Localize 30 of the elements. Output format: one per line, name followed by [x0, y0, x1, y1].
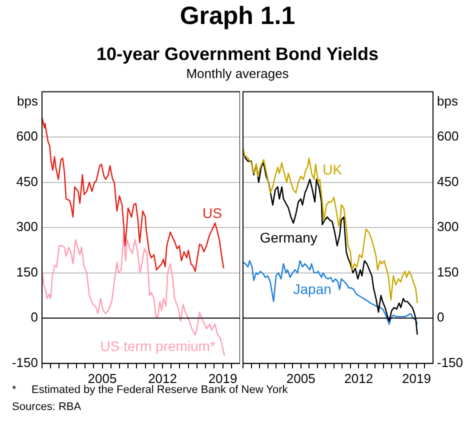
x-tick-label: 2019 — [402, 370, 431, 386]
y-tick-label: 150 — [437, 264, 459, 280]
chart-subtitle: 10-year Government Bond Yields — [95, 44, 380, 65]
y-tick-label: 450 — [437, 174, 459, 189]
series-label: UK — [322, 161, 343, 178]
series-label: US term premium* — [100, 338, 216, 354]
y-tick-label: 600 — [437, 128, 459, 144]
x-tick-label: 2005 — [88, 370, 117, 386]
x-tick-label: 2012 — [344, 370, 374, 386]
series-label: Germany — [260, 229, 318, 246]
x-tick-label: 2012 — [148, 370, 177, 386]
y-tick-label: -150 — [12, 354, 38, 370]
y-tick-label: 0 — [30, 310, 38, 325]
source-note: Sources: RBA — [12, 400, 82, 415]
text: Monthly averages — [185, 66, 290, 81]
y-tick-label: 300 — [16, 219, 38, 234]
y-tick-label: 300 — [437, 219, 459, 234]
y-tick-label: 150 — [16, 264, 38, 280]
chart-title: Graph 1.1 — [178, 2, 296, 31]
text: * Estimated by the Federal Reserve Bank of New York — [12, 384, 288, 398]
x-tick-label: 2019 — [208, 370, 238, 386]
y-axis-title: bps — [17, 93, 38, 108]
y-tick-label: 600 — [16, 128, 38, 144]
y-axis-title: bps — [437, 93, 458, 108]
y-tick-label: 0 — [437, 310, 444, 325]
series-label: Japan — [293, 280, 332, 297]
y-tick-label: -150 — [437, 354, 464, 370]
y-tick-label: 450 — [16, 174, 38, 189]
x-tick-label: 2005 — [286, 370, 316, 386]
series-label: US — [202, 204, 222, 221]
